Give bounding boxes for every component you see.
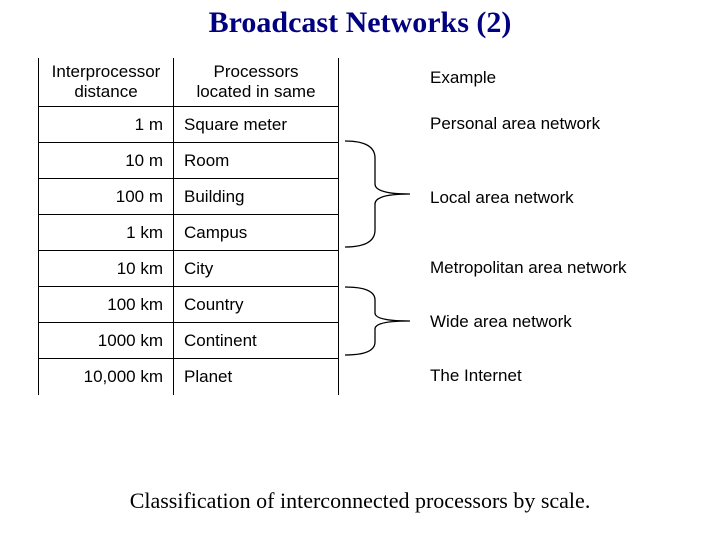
header-distance: Interprocessor distance	[39, 58, 174, 107]
cell-location: Planet	[174, 359, 339, 395]
example-lan: Local area network	[430, 188, 574, 208]
cell-distance: 10,000 km	[39, 359, 174, 395]
cell-location: Room	[174, 143, 339, 179]
cell-distance: 100 m	[39, 179, 174, 215]
table-row: 10 mRoom	[39, 143, 339, 179]
table-row: 10 kmCity	[39, 251, 339, 287]
table-row: 1000 kmContinent	[39, 323, 339, 359]
cell-location: Country	[174, 287, 339, 323]
example-pan: Personal area network	[430, 114, 600, 134]
header-location: Processors located in same	[174, 58, 339, 107]
cell-location: City	[174, 251, 339, 287]
cell-distance: 1 m	[39, 107, 174, 143]
cell-distance: 100 km	[39, 287, 174, 323]
brace-wan	[345, 284, 415, 358]
cell-distance: 1 km	[39, 215, 174, 251]
table-row: 1 kmCampus	[39, 215, 339, 251]
table-body: 1 mSquare meter 10 mRoom 100 mBuilding 1…	[39, 107, 339, 395]
cell-location: Building	[174, 179, 339, 215]
cell-distance: 10 m	[39, 143, 174, 179]
cell-location: Square meter	[174, 107, 339, 143]
table-header-row: Interprocessor distance Processors locat…	[39, 58, 339, 107]
cell-distance: 1000 km	[39, 323, 174, 359]
table-row: 100 kmCountry	[39, 287, 339, 323]
classification-table: Interprocessor distance Processors locat…	[38, 58, 339, 395]
example-internet: The Internet	[430, 366, 522, 386]
table-row: 10,000 kmPlanet	[39, 359, 339, 395]
table-row: 100 mBuilding	[39, 179, 339, 215]
example-wan: Wide area network	[430, 312, 572, 332]
brace-lan	[345, 138, 415, 250]
header-example: Example	[430, 68, 496, 88]
cell-distance: 10 km	[39, 251, 174, 287]
caption: Classification of interconnected process…	[0, 488, 720, 514]
example-man: Metropolitan area network	[430, 258, 627, 278]
slide-title: Broadcast Networks (2)	[0, 0, 720, 40]
cell-location: Campus	[174, 215, 339, 251]
cell-location: Continent	[174, 323, 339, 359]
table-row: 1 mSquare meter	[39, 107, 339, 143]
